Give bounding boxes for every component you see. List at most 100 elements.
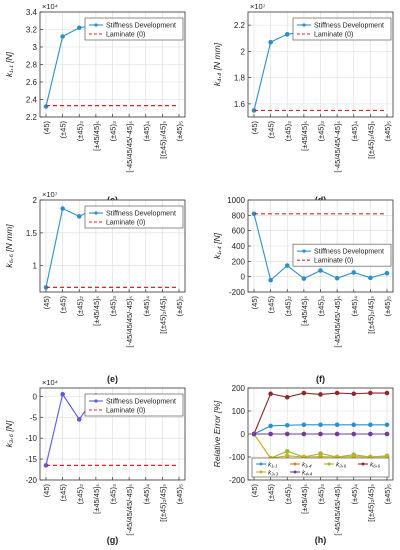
x-tick-label: (45) bbox=[250, 484, 259, 498]
y-tick-label: 0 bbox=[241, 430, 246, 439]
panel-g: -20 -15 -10 -5 0 ×10⁴ k₃,₆ [N] (45) (±45) (±45)₂ [… bbox=[4, 378, 186, 545]
y-axis-label: Relative Error [%] bbox=[212, 400, 222, 467]
data-point bbox=[301, 390, 307, 396]
x-tick-label: (±45)₄ bbox=[350, 296, 359, 317]
data-point bbox=[384, 270, 390, 276]
x-tick-label: (±45)₅ bbox=[383, 121, 392, 141]
y-axis-label: k₁,₄ [N] bbox=[212, 232, 222, 259]
legend-marker bbox=[259, 470, 263, 474]
legend-box bbox=[84, 17, 184, 41]
y-tick-label: 3.4 bbox=[26, 8, 38, 17]
data-point bbox=[368, 390, 373, 396]
legend: Stiffness Development Laminate (0) bbox=[84, 205, 184, 229]
legend-marker bbox=[94, 23, 98, 27]
data-point bbox=[351, 422, 357, 428]
y-tick-label: 3.2 bbox=[26, 26, 38, 35]
x-tick-label: [±45/45]ₛ bbox=[300, 296, 309, 326]
y-axis-label: k₃,₆ [N] bbox=[4, 420, 14, 447]
x-tick-label: (±45)₅ bbox=[175, 484, 184, 504]
legend-entry: Laminate (0) bbox=[106, 408, 145, 415]
data-point bbox=[334, 275, 340, 281]
legend-entry: Stiffness Development bbox=[314, 23, 384, 30]
data-point bbox=[60, 206, 65, 211]
legend-box bbox=[292, 17, 392, 41]
legend-entry: k₆,₆ bbox=[370, 462, 381, 469]
legend-box bbox=[292, 243, 392, 267]
data-point bbox=[268, 39, 273, 45]
x-tick-label: [-45/45/45/-45]ₛ bbox=[125, 121, 134, 173]
panel-caption: (g) bbox=[107, 535, 119, 545]
y-tick-label: 400 bbox=[232, 242, 246, 251]
x-tick-label: (±45)₄ bbox=[142, 121, 151, 142]
y-axis-label: k₄,₄ [N mm] bbox=[212, 42, 222, 86]
y-axis-label: k₁,₁ [N] bbox=[4, 51, 14, 77]
x-tick-label: [(±45)₂/45]ₛ bbox=[158, 484, 167, 522]
data-point bbox=[318, 268, 323, 273]
data-point bbox=[384, 390, 390, 396]
data-point bbox=[60, 391, 65, 397]
data-point bbox=[368, 431, 373, 437]
data-point bbox=[368, 275, 373, 281]
data-point bbox=[284, 394, 290, 400]
legend-entry: k₄,₄ bbox=[302, 470, 313, 477]
y-tick-label: 600 bbox=[232, 227, 246, 236]
x-tick-label: (45) bbox=[42, 296, 51, 310]
y-tick-label: 1.8 bbox=[234, 74, 246, 83]
data-point bbox=[318, 422, 323, 428]
legend: Stiffness Development Laminate (0) bbox=[84, 393, 184, 417]
legend-entry: k₁,₁ bbox=[268, 462, 277, 469]
x-tick-label: (±45)₃ bbox=[317, 121, 326, 142]
y-tick-label: 0 bbox=[241, 273, 246, 282]
data-point bbox=[284, 448, 290, 454]
y-tick-label: -100 bbox=[229, 453, 246, 462]
x-tick-label: [(±45)₂/45]ₛ bbox=[158, 296, 167, 334]
y-tick-label: 200 bbox=[232, 384, 246, 393]
y-tick-label: 1 bbox=[33, 262, 38, 271]
y-tick-label: 2.4 bbox=[26, 96, 38, 105]
x-tick-label: (45) bbox=[42, 121, 51, 135]
y-tick-label: -200 bbox=[229, 476, 246, 485]
data-point bbox=[268, 391, 273, 397]
data-point bbox=[318, 392, 323, 397]
x-tick-label: (±45) bbox=[59, 121, 68, 139]
legend-marker bbox=[327, 462, 331, 466]
data-point bbox=[284, 431, 290, 437]
y-tick-label: 1.6 bbox=[234, 100, 246, 109]
data-point bbox=[76, 417, 82, 422]
y-exponent-label: ×10⁷ bbox=[42, 190, 58, 199]
x-tick-label: (±45) bbox=[59, 296, 68, 314]
data-point bbox=[268, 277, 273, 283]
x-tick-label: (±45)₂ bbox=[75, 296, 84, 316]
legend-entry: Stiffness Development bbox=[314, 249, 384, 256]
y-tick-label: 2 bbox=[241, 47, 246, 56]
y-tick-label: 0 bbox=[33, 392, 38, 401]
data-point bbox=[76, 25, 82, 31]
legend-marker bbox=[259, 462, 263, 466]
y-tick-label: 100 bbox=[232, 407, 246, 416]
data-point bbox=[334, 431, 340, 437]
data-point bbox=[334, 422, 340, 428]
legend-marker bbox=[361, 462, 365, 466]
x-tick-label: (±45)₃ bbox=[109, 484, 118, 505]
x-tick-label: (±45) bbox=[59, 484, 68, 502]
panel-d: 1.6 1.8 2 2.2 ×10⁷ k₄,₄ [N mm] (45) (±45) (±45)₂… bbox=[212, 2, 394, 205]
legend-entry: Laminate (0) bbox=[106, 220, 145, 227]
x-tick-label: [±45/45]ₛ bbox=[92, 121, 101, 151]
y-tick-label: 2 bbox=[33, 196, 38, 205]
x-tick-label: (±45)₂ bbox=[283, 484, 292, 504]
y-tick-label: 200 bbox=[232, 257, 246, 266]
x-tick-label: (±45)₃ bbox=[109, 296, 118, 317]
x-tick-label: (±45)₄ bbox=[350, 121, 359, 142]
x-tick-label: (±45)₂ bbox=[75, 121, 84, 141]
y-tick-label: 3 bbox=[33, 43, 38, 52]
data-point bbox=[351, 270, 357, 275]
y-tick-label: -15 bbox=[25, 455, 37, 464]
data-point bbox=[76, 214, 82, 219]
data-point bbox=[368, 422, 373, 428]
data-point bbox=[384, 422, 390, 428]
data-point bbox=[318, 431, 323, 437]
panel-h: -200 -100 0 100 200 Relative Error [%] (45) (±4… bbox=[212, 384, 394, 545]
y-tick-label: -200 bbox=[229, 288, 246, 297]
x-tick-label: (±45) bbox=[267, 484, 276, 502]
x-tick-label: (±45) bbox=[267, 296, 276, 314]
